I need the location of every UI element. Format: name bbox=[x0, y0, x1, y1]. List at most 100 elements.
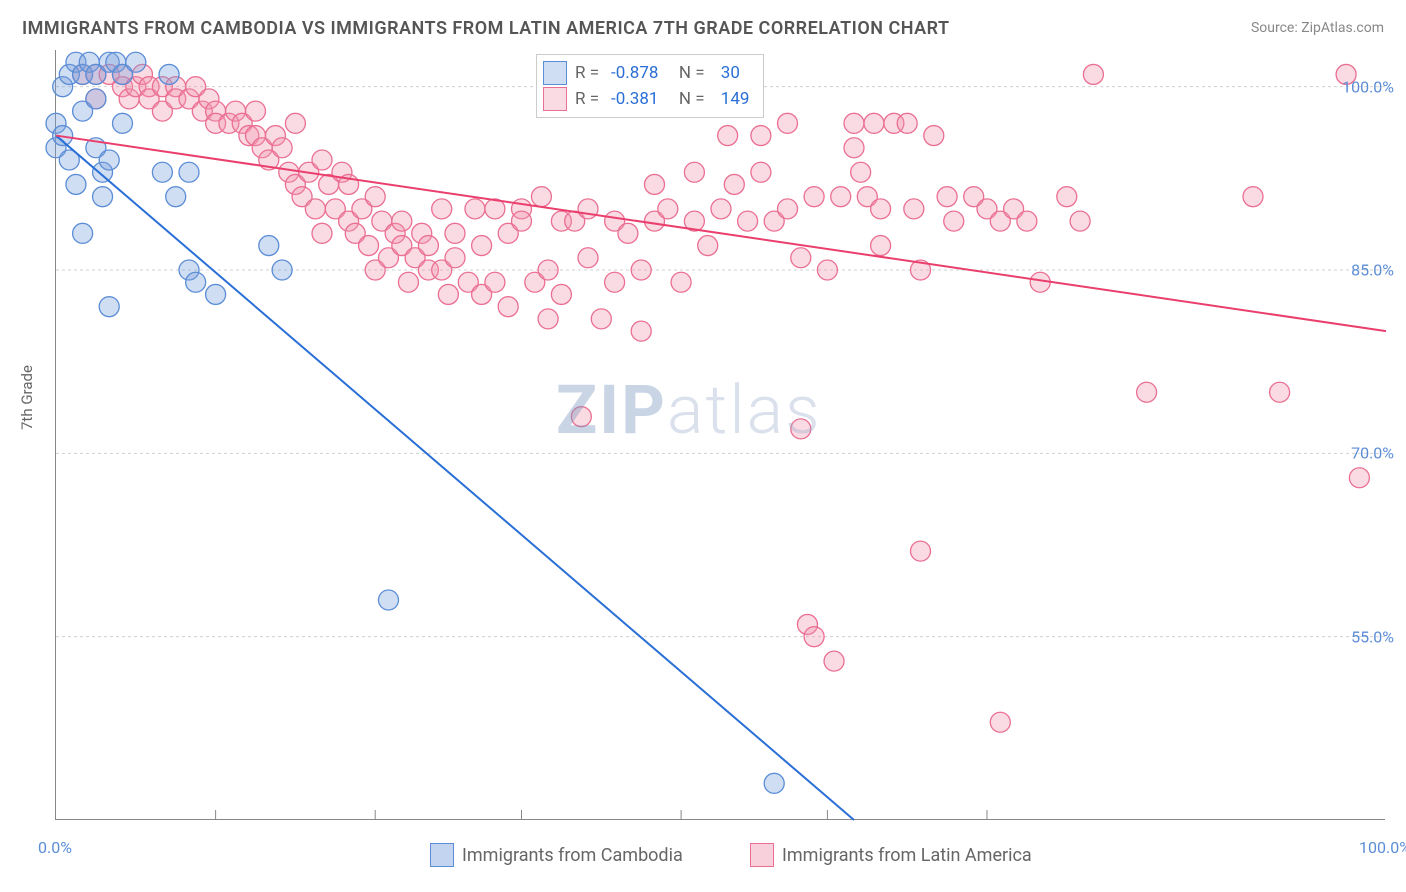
data-point bbox=[937, 187, 957, 207]
data-point bbox=[844, 113, 864, 133]
data-point bbox=[1017, 211, 1037, 231]
stat-n-value: 30 bbox=[717, 63, 740, 83]
data-point bbox=[791, 248, 811, 268]
data-point bbox=[711, 199, 731, 219]
data-point bbox=[658, 199, 678, 219]
legend-stats-box: R = -0.878 N = 30 R = -0.381 N = 149 bbox=[536, 54, 764, 118]
data-point bbox=[738, 211, 758, 231]
data-point bbox=[152, 162, 172, 182]
stat-r-value: -0.381 bbox=[611, 89, 658, 109]
data-point bbox=[99, 150, 119, 170]
data-point bbox=[1083, 64, 1103, 84]
y-axis-label: 7th Grade bbox=[18, 365, 36, 430]
data-point bbox=[871, 236, 891, 256]
data-point bbox=[904, 199, 924, 219]
y-tick-label: 70.0% bbox=[1351, 444, 1394, 463]
data-point bbox=[578, 248, 598, 268]
data-point bbox=[778, 199, 798, 219]
data-point bbox=[418, 236, 438, 256]
data-point bbox=[844, 138, 864, 158]
legend-label: Immigrants from Latin America bbox=[782, 845, 1032, 866]
y-tick-label: 100.0% bbox=[1342, 77, 1394, 96]
chart-title: IMMIGRANTS FROM CAMBODIA VS IMMIGRANTS F… bbox=[22, 18, 950, 39]
data-point bbox=[538, 309, 558, 329]
data-point bbox=[897, 113, 917, 133]
data-point bbox=[671, 272, 691, 292]
data-point bbox=[618, 223, 638, 243]
data-point bbox=[804, 627, 824, 647]
legend-swatch bbox=[543, 87, 567, 111]
data-point bbox=[159, 64, 179, 84]
data-point bbox=[551, 284, 571, 304]
y-tick-label: 55.0% bbox=[1351, 627, 1394, 646]
data-point bbox=[512, 211, 532, 231]
data-point bbox=[1070, 211, 1090, 231]
data-point bbox=[1243, 187, 1263, 207]
data-point bbox=[990, 712, 1010, 732]
data-point bbox=[1137, 382, 1157, 402]
data-point bbox=[571, 407, 591, 427]
bottom-legend-item: Immigrants from Latin America bbox=[750, 843, 1032, 867]
stat-n-label: N = bbox=[670, 89, 704, 109]
data-point bbox=[272, 138, 292, 158]
bottom-legend-item: Immigrants from Cambodia bbox=[430, 843, 683, 867]
data-point bbox=[66, 174, 86, 194]
data-point bbox=[365, 187, 385, 207]
plot-svg bbox=[56, 50, 1386, 820]
data-point bbox=[864, 113, 884, 133]
data-point bbox=[764, 773, 784, 793]
y-tick-label: 85.0% bbox=[1351, 261, 1394, 280]
data-point bbox=[485, 272, 505, 292]
data-point bbox=[751, 162, 771, 182]
data-point bbox=[86, 89, 106, 109]
stat-n-value: 149 bbox=[717, 89, 750, 109]
chart-container: IMMIGRANTS FROM CAMBODIA VS IMMIGRANTS F… bbox=[0, 0, 1406, 892]
data-point bbox=[312, 150, 332, 170]
stat-r-label: R = bbox=[575, 63, 599, 83]
source-label: Source: ZipAtlas.com bbox=[1251, 20, 1384, 36]
data-point bbox=[724, 174, 744, 194]
data-point bbox=[113, 113, 133, 133]
data-point bbox=[379, 590, 399, 610]
data-point bbox=[778, 113, 798, 133]
data-point bbox=[259, 236, 279, 256]
data-point bbox=[645, 174, 665, 194]
data-point bbox=[392, 211, 412, 231]
data-point bbox=[445, 223, 465, 243]
data-point bbox=[305, 199, 325, 219]
legend-stats-row: R =-0.878 N = 30 bbox=[543, 61, 753, 85]
data-point bbox=[924, 126, 944, 146]
data-point bbox=[272, 260, 292, 280]
legend-stats-row: R = -0.381 N = 149 bbox=[543, 87, 753, 111]
stat-r-label: R = bbox=[575, 89, 599, 109]
data-point bbox=[698, 236, 718, 256]
data-point bbox=[578, 199, 598, 219]
data-point bbox=[186, 272, 206, 292]
plot-area: ZIPatlas R =-0.878 N = 30R =-0.381 N = 1… bbox=[55, 50, 1385, 820]
data-point bbox=[206, 284, 226, 304]
data-point bbox=[531, 187, 551, 207]
data-point bbox=[591, 309, 611, 329]
data-point bbox=[605, 272, 625, 292]
data-point bbox=[1349, 468, 1369, 488]
data-point bbox=[631, 260, 651, 280]
data-point bbox=[817, 260, 837, 280]
data-point bbox=[93, 187, 113, 207]
data-point bbox=[312, 223, 332, 243]
data-point bbox=[126, 52, 146, 72]
data-point bbox=[911, 541, 931, 561]
data-point bbox=[684, 162, 704, 182]
stat-r-value: -0.878 bbox=[611, 63, 658, 83]
x-tick-label: 100.0% bbox=[1359, 838, 1406, 857]
data-point bbox=[179, 162, 199, 182]
x-tick-label: 0.0% bbox=[38, 838, 72, 857]
legend-swatch bbox=[430, 843, 454, 867]
data-point bbox=[538, 260, 558, 280]
legend-swatch bbox=[750, 843, 774, 867]
trend-line bbox=[56, 136, 1386, 332]
data-point bbox=[465, 199, 485, 219]
data-point bbox=[498, 297, 518, 317]
data-point bbox=[871, 199, 891, 219]
data-point bbox=[99, 297, 119, 317]
data-point bbox=[1057, 187, 1077, 207]
